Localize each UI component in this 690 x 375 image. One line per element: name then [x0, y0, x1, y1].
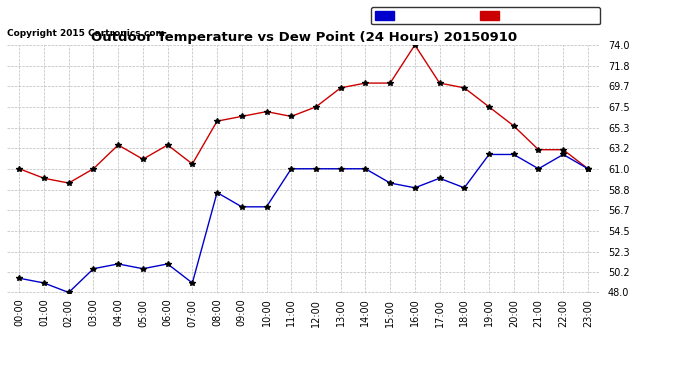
Title: Outdoor Temperature vs Dew Point (24 Hours) 20150910: Outdoor Temperature vs Dew Point (24 Hou… — [90, 31, 517, 44]
Legend: Dew Point (°F), Temperature (°F): Dew Point (°F), Temperature (°F) — [371, 7, 600, 24]
Text: Copyright 2015 Cartronics.com: Copyright 2015 Cartronics.com — [7, 28, 165, 38]
